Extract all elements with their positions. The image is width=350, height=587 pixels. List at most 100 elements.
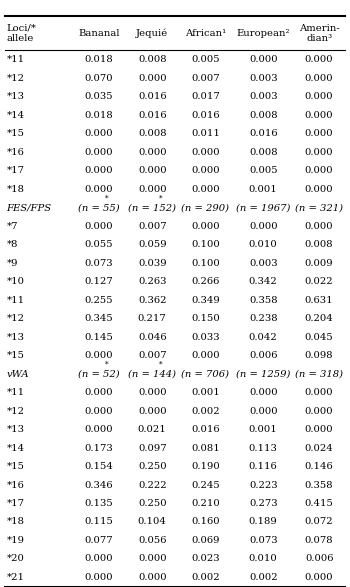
Text: 0.078: 0.078 [305, 536, 334, 545]
Text: *12: *12 [7, 74, 24, 83]
Text: 0.245: 0.245 [191, 481, 220, 490]
Text: 0.042: 0.042 [249, 333, 278, 342]
Text: 0.000: 0.000 [249, 407, 278, 416]
Text: FES/FPS: FES/FPS [7, 203, 52, 212]
Text: 0.002: 0.002 [191, 573, 220, 582]
Text: 0.016: 0.016 [191, 425, 220, 434]
Text: 0.000: 0.000 [305, 92, 334, 101]
Text: 0.204: 0.204 [305, 314, 334, 323]
Text: 0.008: 0.008 [138, 55, 167, 64]
Text: *: * [105, 361, 108, 369]
Text: *: * [105, 194, 108, 203]
Text: 0.010: 0.010 [249, 240, 278, 249]
Text: Jequié: Jequié [136, 29, 168, 38]
Text: 0.016: 0.016 [191, 111, 220, 120]
Text: 0.056: 0.056 [138, 536, 167, 545]
Text: *11: *11 [7, 55, 25, 64]
Text: (n = 152): (n = 152) [128, 203, 176, 212]
Text: (n = 1967): (n = 1967) [236, 203, 290, 212]
Text: *9: *9 [7, 259, 18, 268]
Text: 0.127: 0.127 [85, 277, 113, 286]
Text: 0.255: 0.255 [85, 296, 113, 305]
Text: 0.146: 0.146 [305, 462, 334, 471]
Text: 0.415: 0.415 [305, 499, 334, 508]
Text: 0.000: 0.000 [249, 55, 278, 64]
Text: 0.002: 0.002 [191, 407, 220, 416]
Text: 0.008: 0.008 [249, 148, 278, 157]
Text: *14: *14 [7, 111, 25, 120]
Text: *16: *16 [7, 148, 24, 157]
Text: 0.000: 0.000 [85, 185, 113, 194]
Text: 0.016: 0.016 [249, 129, 278, 138]
Text: 0.077: 0.077 [85, 536, 113, 545]
Text: 0.000: 0.000 [305, 573, 334, 582]
Text: 0.039: 0.039 [138, 259, 167, 268]
Text: 0.000: 0.000 [138, 74, 167, 83]
Text: (n = 144): (n = 144) [128, 370, 176, 379]
Text: 0.238: 0.238 [249, 314, 278, 323]
Text: 0.000: 0.000 [85, 351, 113, 360]
Text: 0.113: 0.113 [249, 444, 278, 453]
Text: 0.024: 0.024 [305, 444, 334, 453]
Text: (n = 52): (n = 52) [78, 370, 120, 379]
Text: (n = 321): (n = 321) [295, 203, 343, 212]
Text: *13: *13 [7, 425, 24, 434]
Text: 0.100: 0.100 [191, 259, 220, 268]
Text: 0.104: 0.104 [138, 518, 167, 527]
Text: Bananal: Bananal [78, 29, 120, 38]
Text: 0.000: 0.000 [305, 388, 334, 397]
Text: 0.000: 0.000 [85, 148, 113, 157]
Text: 0.000: 0.000 [138, 185, 167, 194]
Text: 0.000: 0.000 [85, 573, 113, 582]
Text: 0.081: 0.081 [191, 444, 220, 453]
Text: 0.000: 0.000 [191, 148, 220, 157]
Text: 0.631: 0.631 [305, 296, 334, 305]
Text: 0.045: 0.045 [305, 333, 334, 342]
Text: 0.362: 0.362 [138, 296, 167, 305]
Text: *11: *11 [7, 296, 25, 305]
Text: 0.160: 0.160 [191, 518, 220, 527]
Text: 0.217: 0.217 [138, 314, 167, 323]
Text: vWA: vWA [7, 370, 29, 379]
Text: *: * [159, 194, 163, 203]
Text: 0.222: 0.222 [138, 481, 167, 490]
Text: *15: *15 [7, 129, 24, 138]
Text: 0.000: 0.000 [305, 129, 334, 138]
Text: 0.358: 0.358 [305, 481, 334, 490]
Text: 0.000: 0.000 [305, 166, 334, 175]
Text: *18: *18 [7, 185, 24, 194]
Text: 0.000: 0.000 [85, 129, 113, 138]
Text: 0.210: 0.210 [191, 499, 220, 508]
Text: 0.006: 0.006 [305, 555, 334, 564]
Text: *15: *15 [7, 462, 24, 471]
Text: 0.003: 0.003 [249, 74, 278, 83]
Text: *13: *13 [7, 333, 24, 342]
Text: 0.000: 0.000 [85, 388, 113, 397]
Text: 0.033: 0.033 [191, 333, 220, 342]
Text: 0.263: 0.263 [138, 277, 167, 286]
Text: 0.005: 0.005 [191, 55, 220, 64]
Text: 0.016: 0.016 [138, 92, 167, 101]
Text: (n = 290): (n = 290) [181, 203, 229, 212]
Text: 0.115: 0.115 [85, 518, 113, 527]
Text: 0.000: 0.000 [305, 55, 334, 64]
Text: 0.059: 0.059 [138, 240, 167, 249]
Text: 0.073: 0.073 [85, 259, 113, 268]
Text: 0.190: 0.190 [191, 462, 220, 471]
Text: 0.000: 0.000 [85, 166, 113, 175]
Text: 0.100: 0.100 [191, 240, 220, 249]
Text: 0.000: 0.000 [305, 222, 334, 231]
Text: European²: European² [237, 29, 290, 38]
Text: 0.000: 0.000 [305, 74, 334, 83]
Text: Loci/*
allele: Loci/* allele [7, 23, 37, 43]
Text: *21: *21 [7, 573, 24, 582]
Text: 0.145: 0.145 [85, 333, 113, 342]
Text: 0.000: 0.000 [249, 222, 278, 231]
Text: *14: *14 [7, 444, 25, 453]
Text: *12: *12 [7, 407, 24, 416]
Text: 0.000: 0.000 [85, 407, 113, 416]
Text: 0.006: 0.006 [249, 351, 278, 360]
Text: 0.000: 0.000 [85, 222, 113, 231]
Text: 0.000: 0.000 [138, 148, 167, 157]
Text: *: * [159, 361, 163, 369]
